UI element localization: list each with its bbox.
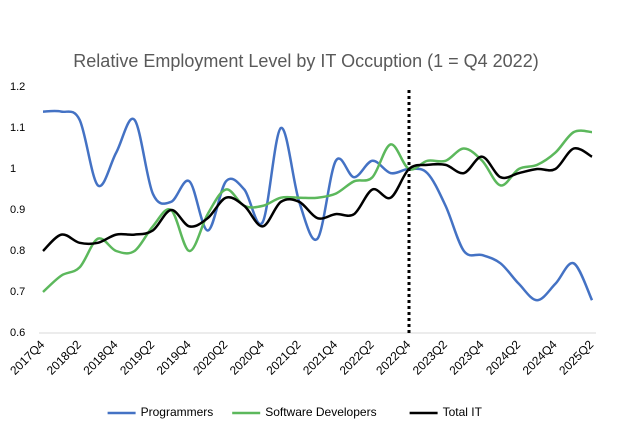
y-tick-label: 0.6	[10, 327, 25, 339]
y-tick-label: 0.9	[10, 204, 25, 216]
legend-label: Programmers	[141, 405, 214, 419]
y-tick-label: 0.8	[10, 245, 25, 257]
series-line	[42, 109, 594, 302]
y-tick-label: 1	[10, 163, 16, 175]
series-line	[42, 129, 593, 293]
legend-label: Software Developers	[265, 405, 376, 419]
y-tick-label: 1.2	[10, 81, 25, 93]
y-tick-label: 1.1	[10, 122, 25, 134]
y-tick-label: 0.7	[10, 286, 25, 298]
legend-label: Total IT	[443, 405, 483, 419]
chart-title: Relative Employment Level by IT Occuptio…	[73, 51, 538, 71]
series-line	[42, 146, 593, 252]
